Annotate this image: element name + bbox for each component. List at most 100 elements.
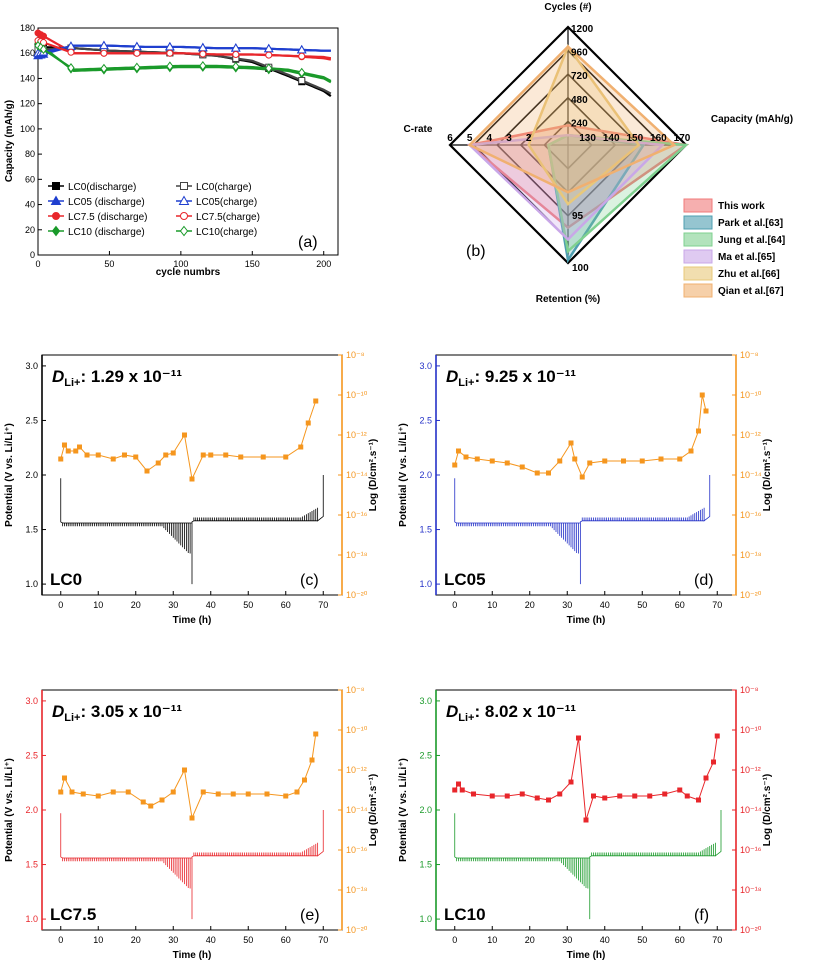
legend-entry: LC0(discharge) xyxy=(48,182,136,193)
legend-label: LC05 (discharge) xyxy=(68,197,145,208)
gitt-y2tick-label: 10⁻¹⁸ xyxy=(740,885,762,895)
diffusion-point xyxy=(245,791,251,797)
gitt-ytick-label: 2.5 xyxy=(419,415,432,425)
gitt-xlabel: Time (h) xyxy=(173,950,212,961)
gitt-ytick-label: 2.5 xyxy=(25,415,38,425)
panel-b-letter: (b) xyxy=(466,243,486,260)
gitt-y2tick-label: 10⁻¹⁸ xyxy=(346,885,368,895)
legend-entry: LC10(charge) xyxy=(176,225,257,238)
diffusion-point xyxy=(260,454,266,460)
radar-legend: This work Park et al.[63] Jung et al.[64] M… xyxy=(683,198,785,298)
radar-crate-tick: 6 xyxy=(447,133,453,144)
diffusion-point xyxy=(568,440,574,446)
data-point xyxy=(298,76,306,84)
radar-cycle-tick: 480 xyxy=(571,95,588,106)
radar-axis-cycles: Cycles (#) xyxy=(544,2,591,13)
gitt-y2tick-label: 10⁻⁸ xyxy=(346,685,365,695)
radar-crate-tick: 3 xyxy=(506,133,512,144)
diffusion-point xyxy=(699,392,705,398)
panel-a-ytick-label: 40 xyxy=(25,200,35,210)
radar-capacity-tick: 160 xyxy=(650,133,667,144)
gitt-xtick-label: 70 xyxy=(712,935,722,945)
gitt-y2tick-label: 10⁻¹⁶ xyxy=(346,845,368,855)
gitt-y2tick-label: 10⁻²⁰ xyxy=(740,925,762,935)
diffusion-point xyxy=(534,470,540,476)
gitt-y2tick-label: 10⁻¹⁰ xyxy=(346,390,368,400)
diffusion-point xyxy=(170,789,176,795)
gitt-y2tick-label: 10⁻¹⁰ xyxy=(740,725,762,735)
diffusion-point xyxy=(519,464,525,470)
data-point xyxy=(39,44,48,55)
gitt-ytick-label: 3.0 xyxy=(25,696,38,706)
gitt-ytick-label: 2.0 xyxy=(25,805,38,815)
panel-a-ylabel: Capacity (mAh/g) xyxy=(4,100,15,182)
d-symbol: D xyxy=(52,367,64,386)
panel-a-xlabel: cycle numbrs xyxy=(156,267,221,278)
gitt-panel-f: 0 10 20 30 40 50 60 70 1.0 1.5 2.0 2.5 3.0 10⁻²⁰ 10⁻¹⁸… xyxy=(398,685,773,961)
panel-b-radar-chart: 240 480 720 960 1200 130 140 150 160 170 2 3 4 5 6 95 10… xyxy=(404,2,794,305)
radar-legend-swatch xyxy=(683,283,713,298)
gitt-ytick-label: 3.0 xyxy=(419,361,432,371)
gitt-xtick-label: 0 xyxy=(58,600,63,610)
radar-tick-labels: 240 480 720 960 1200 130 140 150 160 170 2 3 4 5 6 95 10… xyxy=(447,24,691,274)
gitt-xtick-label: 40 xyxy=(600,600,610,610)
radar-crate-tick: 2 xyxy=(526,133,532,144)
gitt-ytick-label: 2.0 xyxy=(25,470,38,480)
diffusion-point xyxy=(463,454,469,460)
diffusion-point xyxy=(557,791,563,797)
diffusion-point xyxy=(568,779,574,785)
data-point xyxy=(100,49,108,57)
diffusion-point xyxy=(703,775,709,781)
gitt-ytick-label: 3.0 xyxy=(25,361,38,371)
legend-marker xyxy=(179,225,189,237)
data-point xyxy=(99,40,109,50)
diffusion-point xyxy=(155,460,161,466)
gitt-xtick-label: 20 xyxy=(131,935,141,945)
diffusion-point xyxy=(62,775,67,781)
legend-entry: LC05 (discharge) xyxy=(48,195,145,208)
d-symbol: D xyxy=(446,702,458,721)
gitt-ytick-label: 1.0 xyxy=(419,914,432,924)
radar-legend-swatch xyxy=(683,266,713,281)
radar-series-Qian et al.[67] xyxy=(467,44,677,194)
gitt-xtick-label: 40 xyxy=(206,935,216,945)
diffusion-point xyxy=(677,456,683,462)
gitt-xtick-label: 60 xyxy=(675,600,685,610)
diffusion-point xyxy=(208,452,214,458)
gitt-ytick-label: 1.0 xyxy=(419,579,432,589)
diffusion-point xyxy=(189,476,195,482)
diffusion-point xyxy=(658,456,664,462)
legend-marker xyxy=(180,182,188,190)
gitt-y2tick-label: 10⁻¹⁴ xyxy=(740,805,762,815)
diffusion-point xyxy=(471,791,476,797)
diffusion-point xyxy=(579,474,585,480)
gitt-panel-d: 0 10 20 30 40 50 60 70 1.0 1.5 2.0 2.5 3.0 10⁻²⁰ 10⁻¹⁸… xyxy=(398,350,773,626)
diffusion-point xyxy=(703,408,709,414)
radar-legend-swatch xyxy=(683,215,713,230)
d-value: : 3.05 x 10⁻¹¹ xyxy=(80,702,182,721)
panel-a-ytick-label: 80 xyxy=(25,149,35,159)
legend-label: LC05(charge) xyxy=(196,197,257,208)
d-value: : 8.02 x 10⁻¹¹ xyxy=(474,702,576,721)
diffusion-point xyxy=(711,759,716,765)
diffusion-point xyxy=(557,458,563,464)
diffusion-point xyxy=(662,791,668,797)
gitt-y2tick-label: 10⁻¹⁸ xyxy=(740,550,762,560)
diffusion-point xyxy=(688,448,694,454)
legend-label: LC10 (discharge) xyxy=(68,227,145,238)
gitt-xtick-label: 10 xyxy=(93,600,103,610)
panel-a-xtick-label: 0 xyxy=(35,259,40,269)
diffusion-point xyxy=(283,793,289,799)
gitt-diffusion-value: DLi+: 8.02 x 10⁻¹¹ xyxy=(446,702,576,724)
radar-legend-label: Ma et al.[65] xyxy=(718,252,775,263)
panel-a-capacity-chart: 0 50 100 150 200 0 20 40 60 80 100 120 140 160 180 LC0… xyxy=(4,23,339,278)
diffusion-point xyxy=(223,452,229,458)
gitt-y2tick-label: 10⁻¹⁰ xyxy=(346,725,368,735)
radar-capacity-tick: 150 xyxy=(626,133,643,144)
gitt-xlabel: Time (h) xyxy=(567,950,606,961)
radar-legend-entry: This work xyxy=(683,198,765,213)
radar-legend-label: Qian et al.[67] xyxy=(718,286,784,297)
diffusion-line xyxy=(454,394,707,479)
legend-marker xyxy=(52,212,60,220)
gitt-xtick-label: 50 xyxy=(637,600,647,610)
